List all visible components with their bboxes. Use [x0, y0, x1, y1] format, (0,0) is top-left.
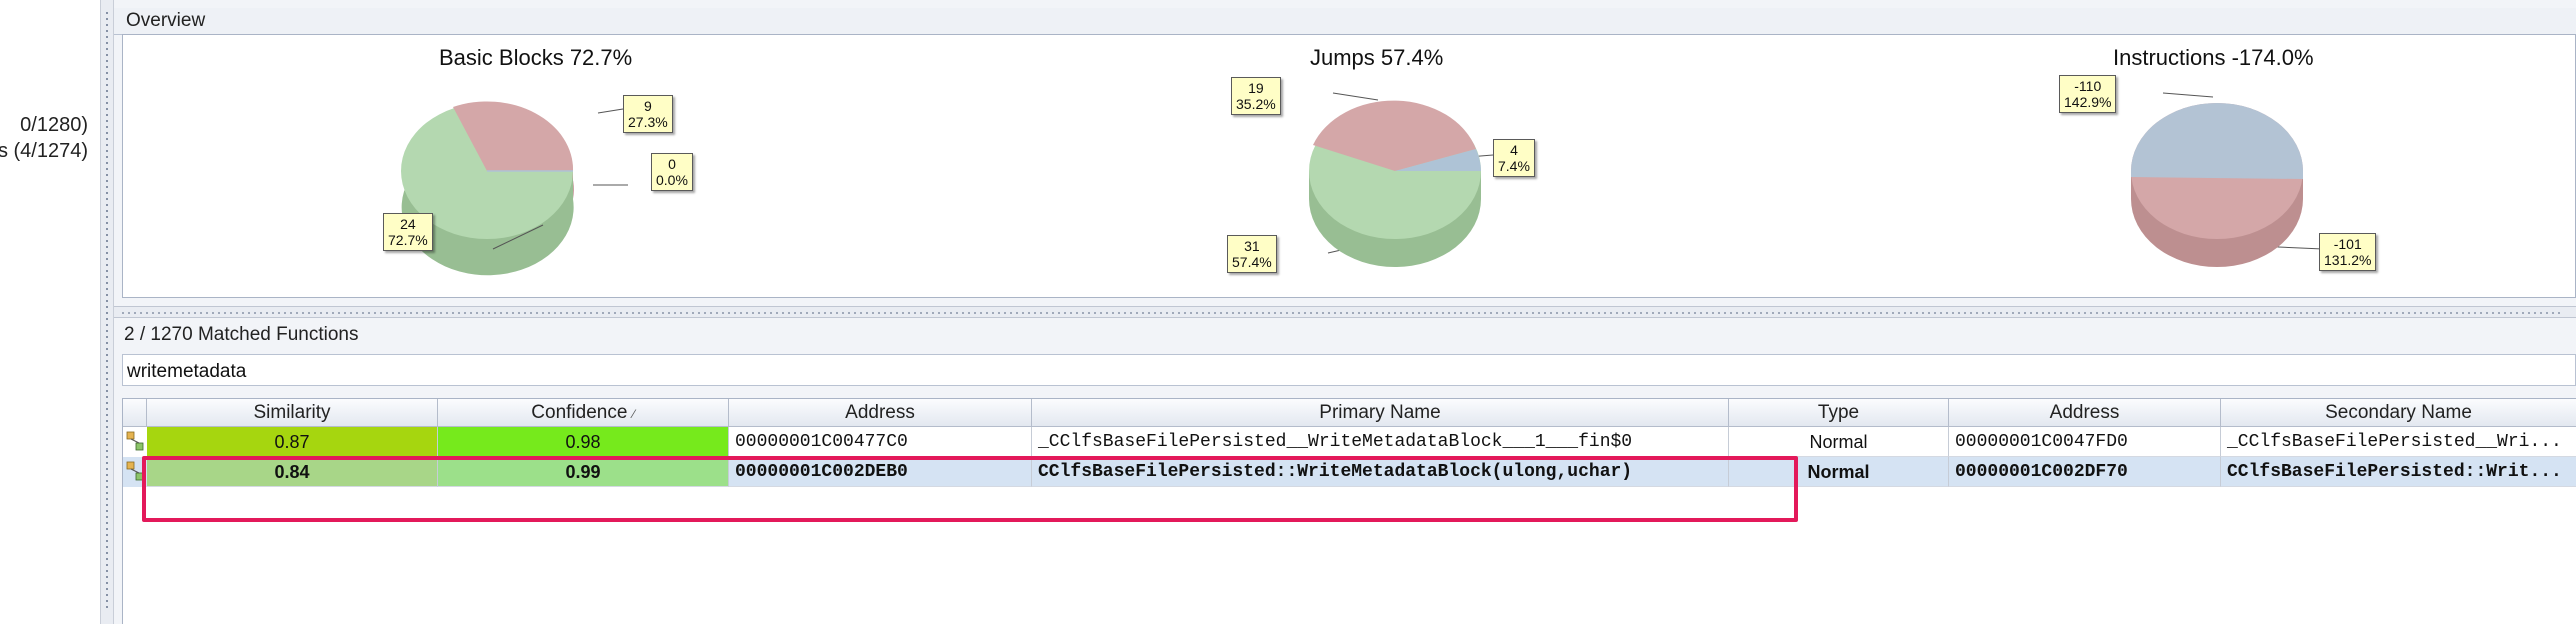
matched-functions-table: Similarity Confidence ⁄ Address Primary … [122, 398, 2576, 624]
column-header-primary-address[interactable]: Address [729, 399, 1032, 427]
pie-slice-basic-blocks-changed [453, 101, 574, 171]
type-cell: Normal [1729, 427, 1949, 457]
row-icon-column-header[interactable] [123, 399, 147, 427]
pie-chart-jumps [1309, 100, 1481, 267]
left-panel: 0/1280) s (4/1274) [0, 0, 100, 624]
pie-slice-jumps-changed [1313, 100, 1476, 171]
column-header-similarity[interactable]: Similarity [147, 399, 438, 427]
matched-functions-header: 2 / 1270 Matched Functions [124, 324, 359, 345]
callout-jumps-changed: 19 35.2% [1231, 77, 1281, 115]
callout-percent: 0.0% [656, 172, 688, 188]
vertical-splitter[interactable] [100, 0, 114, 624]
callout-count: 24 [400, 216, 416, 232]
secondary-address-cell: 00000001C0047FD0 [1949, 427, 2221, 457]
annotation-highlight-box [142, 456, 1798, 522]
matched-function-icon [126, 431, 144, 451]
pie-chart-instructions [2131, 103, 2303, 267]
column-header-confidence[interactable]: Confidence ⁄ [438, 399, 729, 427]
callout-percent: 7.4% [1498, 158, 1530, 174]
overview-title: Overview [126, 10, 206, 31]
secondary-name-cell: CClfsBaseFilePersisted::Writ... [2221, 457, 2576, 487]
callout-jumps-matched: 31 57.4% [1227, 235, 1277, 273]
callout-jumps-unmatched: 4 7.4% [1493, 139, 1535, 177]
callout-percent: 57.4% [1232, 254, 1272, 270]
pie-slice-jumps-unmatched [1395, 149, 1481, 171]
callout-count: -101 [2333, 236, 2362, 252]
callout-instructions-changed: -101 131.2% [2319, 233, 2377, 271]
column-header-primary-name[interactable]: Primary Name [1032, 399, 1729, 427]
pie-slice-instructions-unmatched [2131, 103, 2303, 179]
callout-count: -110 [2074, 78, 2102, 94]
callout-count: 19 [1248, 80, 1264, 96]
callout-percent: 27.3% [628, 114, 668, 130]
callout-count: 4 [1510, 142, 1518, 158]
chart-title-instructions: Instructions -174.0% [2113, 45, 2314, 70]
callout-count: 9 [643, 98, 652, 114]
chart-title-jumps: Jumps 57.4% [1310, 45, 1444, 70]
callout-basic-blocks-unmatched: 0 0.0% [651, 153, 693, 191]
overview-header: Overview [114, 8, 2576, 35]
primary-address-cell: 00000001C002DEB0 [729, 457, 1032, 487]
callout-instructions-unmatched: -110 142.9% [2059, 75, 2117, 113]
function-filter-input[interactable] [122, 354, 2576, 386]
column-header-confidence-label: Confidence [531, 402, 628, 423]
left-panel-count-1: 0/1280) [20, 114, 88, 136]
chart-title-basic-blocks: Basic Blocks 72.7% [439, 45, 633, 70]
horizontal-splitter[interactable] [114, 306, 2576, 318]
sort-indicator-icon: ⁄ [632, 407, 635, 421]
overview-panel: Basic Blocks 72.7% 9 27.3% 0 0.0% 24 72.… [122, 34, 2576, 298]
callout-count: 31 [1244, 238, 1260, 254]
callout-basic-blocks-changed: 9 27.3% [623, 95, 673, 133]
secondary-address-cell: 00000001C002DF70 [1949, 457, 2221, 487]
pie-chart-basic-blocks [401, 101, 574, 276]
confidence-cell: 0.98 [438, 427, 729, 457]
column-header-secondary-address[interactable]: Address [1949, 399, 2221, 427]
column-header-secondary-name[interactable]: Secondary Name [2221, 399, 2576, 427]
table-row-selected[interactable]: 0.84 0.99 00000001C002DEB0 CClfsBaseFile… [123, 457, 2576, 487]
confidence-cell: 0.99 [438, 457, 729, 487]
callout-percent: 72.7% [388, 232, 428, 248]
primary-name-cell: _CClfsBaseFilePersisted__WriteMetadataBl… [1032, 427, 1729, 457]
primary-address-cell: 00000001C00477C0 [729, 427, 1032, 457]
type-cell: Normal [1729, 457, 1949, 487]
similarity-cell: 0.87 [147, 427, 438, 457]
left-panel-count-2: s (4/1274) [0, 140, 88, 162]
primary-name-cell: CClfsBaseFilePersisted::WriteMetadataBlo… [1032, 457, 1729, 487]
callout-percent: 142.9% [2064, 94, 2112, 110]
column-header-type[interactable]: Type [1729, 399, 1949, 427]
callout-percent: 131.2% [2324, 252, 2372, 268]
similarity-cell: 0.84 [147, 457, 438, 487]
callout-percent: 35.2% [1236, 96, 1276, 112]
table-row[interactable]: 0.87 0.98 00000001C00477C0 _CClfsBaseFil… [123, 427, 2576, 457]
callout-basic-blocks-matched: 24 72.7% [383, 213, 433, 251]
callout-count: 0 [668, 156, 676, 172]
secondary-name-cell: _CClfsBaseFilePersisted__Wri... [2221, 427, 2576, 457]
